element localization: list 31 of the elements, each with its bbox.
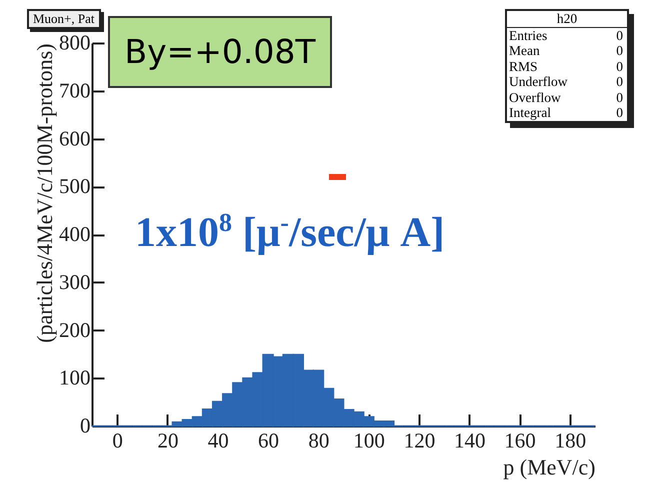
x-tick-label: 80 xyxy=(308,428,330,452)
annotation: 1x10$^{8}$ [μ$^{-}$/sec/μ A] xyxy=(135,208,445,257)
x-tick-label: 60 xyxy=(258,428,280,452)
x-tick-label: 180 xyxy=(554,428,586,452)
text: Underflow 0 xyxy=(509,74,623,89)
x-tick-label: 140 xyxy=(454,428,486,452)
x-tick-label: 160 xyxy=(504,428,536,452)
annotation: By=+0.08T xyxy=(108,16,332,88)
x-tick-label: 20 xyxy=(157,428,178,452)
x-tick-label: 100 xyxy=(353,428,385,452)
text: h20 xyxy=(507,11,627,28)
text: Mean 0 xyxy=(509,43,623,58)
text: Entries 0 xyxy=(509,28,623,42)
text: Overflow 0 xyxy=(509,90,623,104)
y-tick-label: 400 xyxy=(59,222,90,246)
x-tick-label: 40 xyxy=(208,428,229,452)
y-axis-title: (particles/4MeV/c/100M-protons) xyxy=(32,44,57,343)
y-tick-label: 600 xyxy=(59,126,90,150)
x-axis-title: p (MeV/c) xyxy=(503,454,596,480)
y-tick-label: 200 xyxy=(59,318,90,342)
y-tick-label: 500 xyxy=(59,174,90,198)
y-tick-label: 0 xyxy=(80,414,90,438)
y-tick-label: 800 xyxy=(59,30,90,54)
x-tick-label: 120 xyxy=(404,428,436,452)
text: RMS 0 xyxy=(509,58,623,74)
chart-title: Muon+, Pat xyxy=(27,9,101,29)
text: Integral 0 xyxy=(509,105,623,120)
y-tick-label: 700 xyxy=(59,78,90,102)
y-tick-label: 300 xyxy=(59,270,90,294)
y-tick-label: 100 xyxy=(59,366,90,390)
x-tick-label: 0 xyxy=(112,428,123,452)
